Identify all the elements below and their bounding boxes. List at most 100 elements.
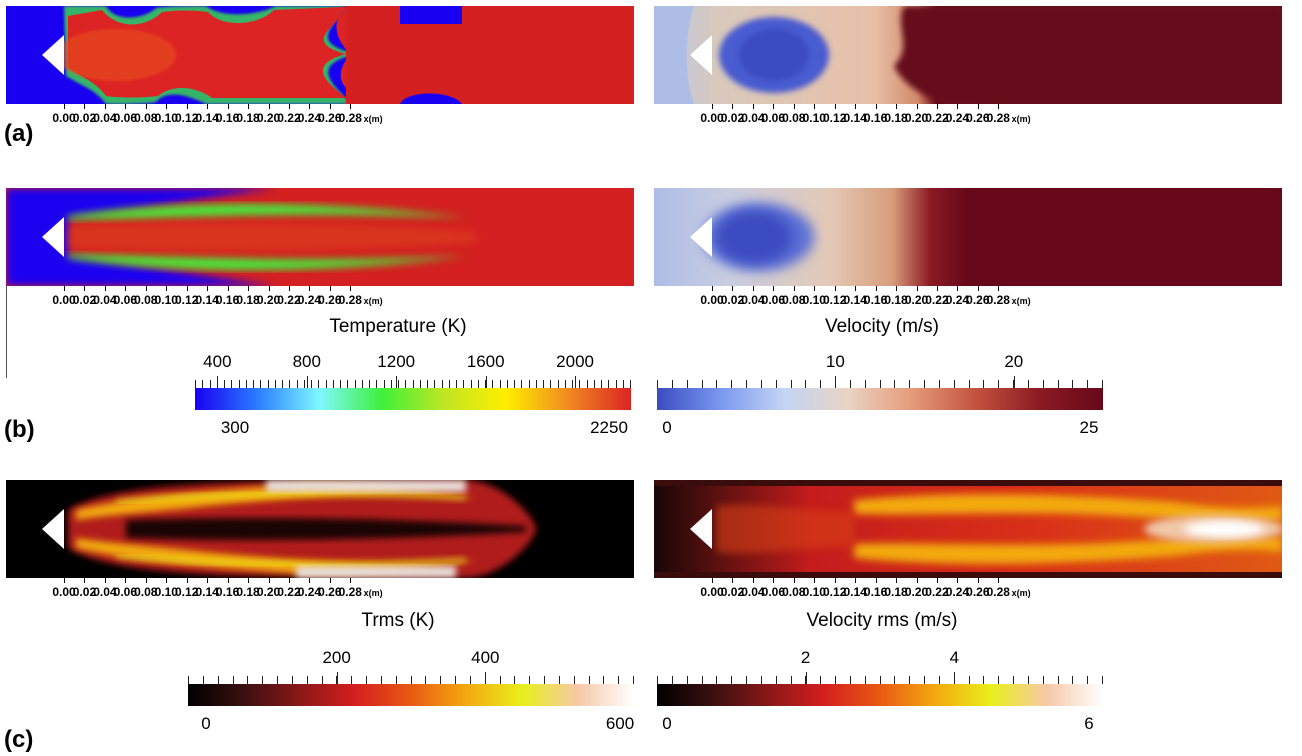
x-axis-tick	[248, 578, 250, 583]
velocity-instant-panel	[654, 6, 1282, 104]
x-axis-tick	[84, 104, 86, 109]
temperature-colorbar-major-tick	[485, 376, 487, 388]
temperature-colorbar-minor-tick	[224, 380, 225, 388]
temperature-colorbar-group: 400 800 1200 1600 2000 300 2250	[195, 352, 631, 442]
x-axis-tick-label: 0.24	[297, 111, 322, 125]
x-axis-tick	[855, 286, 857, 291]
x-axis-tick	[752, 578, 754, 583]
velocity-colorbar-minor-tick	[657, 380, 658, 388]
temperature-colorbar-minor-tick	[630, 380, 631, 388]
x-axis-tick	[329, 104, 331, 109]
temperature-colorbar-minor-tick	[274, 380, 276, 388]
velocity_rms-colorbar-major-tick	[954, 672, 956, 684]
x-axis-tick	[998, 104, 1000, 109]
x-axis-tick	[977, 578, 979, 583]
x-axis-tick	[64, 578, 65, 583]
velocity-rms-title: Velocity rms (m/s)	[806, 610, 958, 631]
temperature-colorbar-minor-tick	[499, 380, 501, 388]
x-axis-tick	[268, 104, 270, 109]
x-axis-tick	[350, 104, 352, 109]
velocity-rms-panel	[654, 480, 1282, 578]
x-axis-tick-label: 0.22	[925, 293, 949, 307]
x-axis-tick-label: 0.28	[986, 585, 1010, 599]
velocity_rms-colorbar-minor-tick	[1027, 676, 1029, 684]
x-axis-tick-label: 0.28	[338, 293, 362, 307]
x-axis-tick	[166, 286, 168, 291]
x-axis-tick	[207, 104, 209, 109]
temperature-colorbar-minor-tick	[463, 380, 465, 388]
trms-colorbar-minor-tick	[188, 676, 189, 684]
figure-left-rule	[6, 286, 7, 378]
x-axis-a-left: 0.00 0.02 0.04 0.06 0.08 0.10 0.12 0.14 0.16 0.18…	[6, 104, 634, 126]
trms-colorbar-minor-tick	[425, 676, 427, 684]
temperature-instant-panel	[6, 6, 634, 104]
velocity_rms-colorbar-minor-tick	[1087, 676, 1089, 684]
x-axis-tick	[125, 286, 127, 291]
temperature-colorbar-minor-tick	[202, 380, 204, 388]
x-axis-tick	[855, 104, 857, 109]
temperature-colorbar-minor-tick	[579, 380, 581, 388]
velocity-colorbar-minor-tick	[820, 380, 822, 388]
temperature-colorbar-minor-tick	[564, 380, 566, 388]
x-axis-tick	[998, 578, 1000, 583]
velocity_rms-colorbar-minor-tick	[686, 676, 688, 684]
trms-colorbar-minor-tick	[469, 676, 471, 684]
x-axis-tick-label: 0.12	[823, 293, 847, 307]
velocity_rms-colorbar-major-tick	[805, 672, 807, 684]
trms-colorbar-max-label: 600	[605, 714, 635, 733]
x-axis-tick-label: 0.20	[904, 585, 929, 599]
temperature-colorbar-minor-tick	[477, 380, 479, 388]
temperature-colorbar-minor-tick	[485, 380, 486, 388]
row-label-b: (b)	[4, 416, 35, 443]
temperature-colorbar	[195, 388, 631, 410]
x-axis-tick	[186, 286, 188, 291]
trms-colorbar-major-tick	[336, 672, 338, 684]
trms-colorbar-minor-tick	[217, 676, 219, 684]
row-label-c: (c)	[4, 726, 34, 753]
temperature-colorbar-top-label: 400	[203, 352, 232, 371]
x-axis-tick	[936, 578, 938, 583]
x-axis-b-left: 0.00 0.02 0.04 0.06 0.08 0.10 0.12 0.14 0.16 0.18…	[6, 286, 634, 308]
trms-colorbar-top-label: 200	[322, 648, 351, 667]
x-axis-tick-label: 0.06	[113, 585, 138, 599]
temperature-colorbar-minor-tick	[267, 380, 269, 388]
temperature-colorbar-minor-tick	[543, 380, 544, 388]
temperature-colorbar-minor-tick	[347, 380, 349, 388]
trms-colorbar-minor-tick	[380, 676, 382, 684]
temperature-colorbar-top-label: 1600	[466, 352, 505, 371]
velocity_rms-colorbar-minor-tick	[938, 676, 940, 684]
x-axis-tick-label: 0.04	[93, 293, 117, 307]
x-axis-tick-label: 0.08	[782, 293, 806, 307]
trms-colorbar-minor-tick	[484, 676, 486, 684]
velocity_rms-colorbar-minor-tick	[716, 676, 718, 684]
temperature-colorbar-top-label: 800	[292, 352, 321, 371]
x-axis-tick-label: 0.00	[52, 293, 76, 307]
x-axis-tick-label: 0.12	[823, 111, 847, 125]
x-axis-tick-label: 0.28	[338, 585, 362, 599]
x-axis-tick-label: 0.22	[925, 585, 949, 599]
velocity_rms-colorbar-min-label: 0	[662, 714, 672, 733]
trms-colorbar-major-tick	[485, 672, 487, 684]
x-axis-tick	[752, 286, 754, 291]
temperature-colorbar-major-tick	[306, 376, 308, 388]
temperature-colorbar-minor-tick	[390, 380, 392, 388]
temperature-title: Temperature (K)	[329, 316, 467, 337]
temperature-colorbar-minor-tick	[608, 380, 610, 388]
x-axis-tick	[166, 578, 168, 583]
temperature-colorbar-top-label: 2000	[556, 352, 595, 371]
velocity-colorbar-minor-tick	[953, 380, 955, 388]
x-axis-tick-label: 0.22	[277, 585, 301, 599]
trms-colorbar-minor-tick	[321, 676, 323, 684]
trms-colorbar-minor-tick	[440, 676, 442, 684]
velocity_rms-colorbar-minor-tick	[968, 676, 970, 684]
velocity-colorbar-minor-tick	[790, 380, 792, 388]
x-axis-tick-label: 0.06	[113, 111, 138, 125]
x-axis-tick	[207, 578, 209, 583]
temperature-colorbar-minor-tick	[195, 380, 196, 388]
velocity-colorbar-minor-tick	[968, 380, 970, 388]
x-axis-tick-label: 0.24	[945, 111, 970, 125]
temperature-colorbar-ticks	[195, 376, 631, 388]
velocity-colorbar-minor-tick	[849, 380, 851, 388]
x-axis-tick	[350, 578, 352, 583]
x-axis-tick	[712, 104, 713, 109]
